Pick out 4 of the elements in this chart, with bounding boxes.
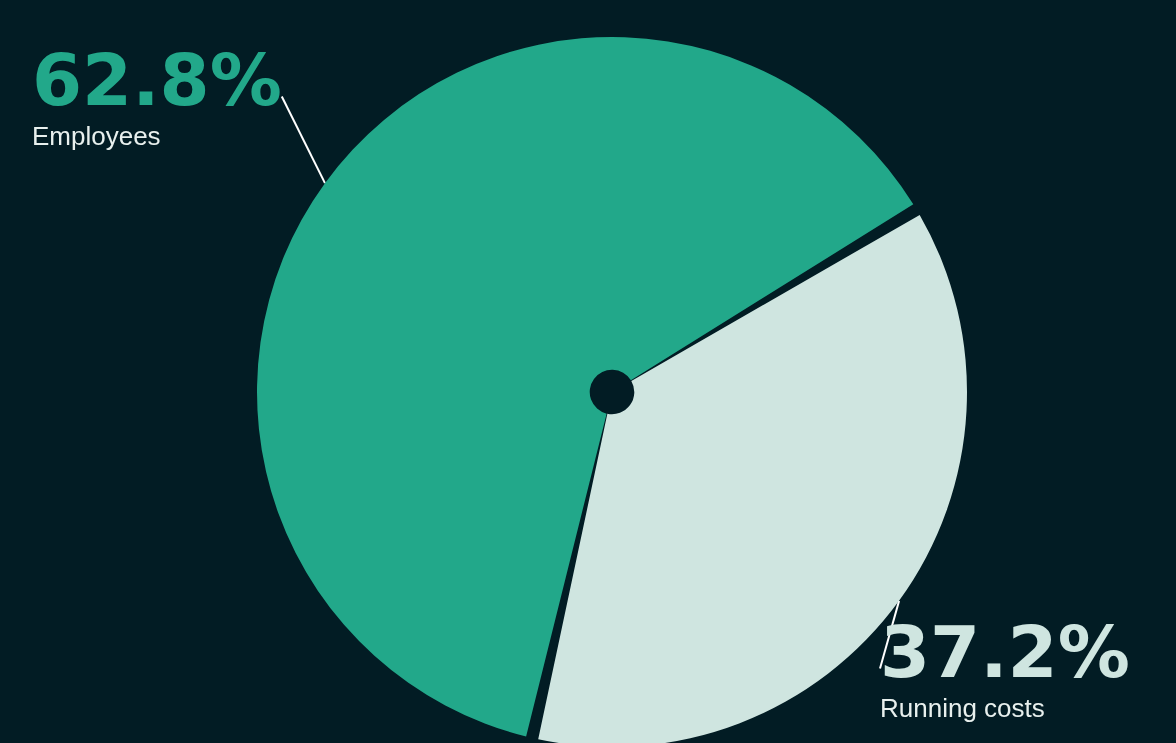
data-label: 62.8%	[32, 38, 282, 122]
slice-label: Running costs	[880, 693, 1045, 723]
slice-label: Employees	[32, 121, 161, 151]
data-label: 37.2%	[880, 610, 1130, 694]
